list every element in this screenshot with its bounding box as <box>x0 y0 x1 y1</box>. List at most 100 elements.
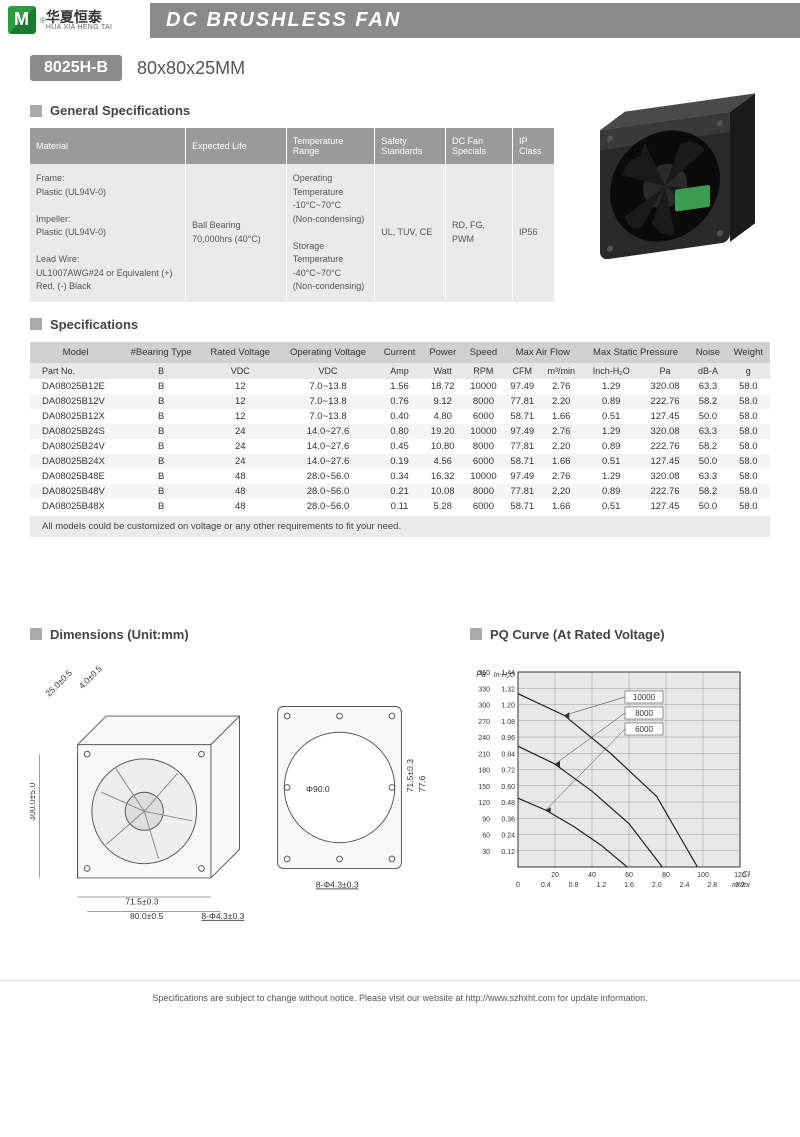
specs-header: Rated Voltage <box>201 342 279 363</box>
svg-text:0.24: 0.24 <box>501 832 515 839</box>
svg-text:2.8: 2.8 <box>707 882 717 889</box>
section-dims: Dimensions (Unit:mm) <box>30 627 430 642</box>
svg-text:25.0±0.5: 25.0±0.5 <box>43 667 74 698</box>
table-row: DA08025B12VB127.0~13.80.769.12800077.812… <box>30 394 770 409</box>
svg-text:Pa: Pa <box>476 670 486 679</box>
specs-header: Noise <box>689 342 726 363</box>
dimensions-diagram: 25.0±0.5 4.0±0.5 300.0±5.0 71.5±0.3 80.0… <box>30 662 430 932</box>
gs-material: Frame: Plastic (UL94V-0) Impeller: Plast… <box>30 164 186 302</box>
gs-header: Temperature Range <box>286 128 375 164</box>
table-row: DA08025B12EB127.0~13.81.5618.721000097.4… <box>30 379 770 394</box>
pq-chart: 3601.443301.323001.202701.082400.962100.… <box>470 662 750 902</box>
svg-text:4.0±0.5: 4.0±0.5 <box>77 663 104 690</box>
svg-text:270: 270 <box>478 718 490 725</box>
svg-text:300.0±5.0: 300.0±5.0 <box>30 782 37 820</box>
footer-note: Specifications are subject to change wit… <box>0 980 800 1015</box>
specs-header: Model <box>30 342 121 363</box>
svg-text:77.6: 77.6 <box>417 775 427 792</box>
specs-unit: RPM <box>463 363 504 379</box>
svg-text:0.12: 0.12 <box>501 848 515 855</box>
product-image <box>570 93 770 283</box>
specs-header: Operating Voltage <box>279 342 376 363</box>
svg-text:60: 60 <box>625 872 633 879</box>
svg-text:1.2: 1.2 <box>596 882 606 889</box>
svg-text:210: 210 <box>478 751 490 758</box>
logo: ® 华夏恒泰 HUA XIA HENG TAI <box>0 6 150 34</box>
logo-text-cn: 华夏恒泰 <box>46 10 112 24</box>
svg-text:71.5±0.3: 71.5±0.3 <box>405 758 415 792</box>
model-size: 80x80x25MM <box>137 58 245 79</box>
specs-unit: VDC <box>201 363 279 379</box>
svg-text:300: 300 <box>478 702 490 709</box>
svg-text:0.8: 0.8 <box>569 882 579 889</box>
table-row: DA08025B12XB127.0~13.80.404.80600058.711… <box>30 409 770 424</box>
svg-text:1.32: 1.32 <box>501 686 515 693</box>
svg-text:6000: 6000 <box>635 725 653 734</box>
table-row: DA08025B48VB4828.0~56.00.2110.08800077.8… <box>30 484 770 499</box>
svg-text:2.0: 2.0 <box>652 882 662 889</box>
svg-text:8000: 8000 <box>635 709 653 718</box>
specs-unit: B <box>121 363 201 379</box>
svg-text:2.4: 2.4 <box>680 882 690 889</box>
specs-unit: Part No. <box>30 363 121 379</box>
gs-header: Safety Standards <box>375 128 446 164</box>
logo-mark-icon <box>8 6 36 34</box>
svg-text:0.4: 0.4 <box>541 882 551 889</box>
svg-text:60: 60 <box>482 832 490 839</box>
svg-text:240: 240 <box>478 735 490 742</box>
svg-text:100: 100 <box>697 872 709 879</box>
specs-note: All models could be customized on voltag… <box>30 516 770 537</box>
svg-text:40: 40 <box>588 872 596 879</box>
svg-text:330: 330 <box>478 686 490 693</box>
specs-header: #Bearing Type <box>121 342 201 363</box>
specs-header: Power <box>423 342 463 363</box>
gs-ip: IP56 <box>512 164 554 302</box>
gs-expected: Ball Bearing 70,000hrs (40°C) <box>186 164 287 302</box>
page-title: DC BRUSHLESS FAN <box>150 3 800 38</box>
svg-text:90: 90 <box>482 816 490 823</box>
table-row: DA08025B24VB2414.0~27.60.4510.80800077.8… <box>30 439 770 454</box>
page-header: ® 华夏恒泰 HUA XIA HENG TAI DC BRUSHLESS FAN <box>0 0 800 40</box>
svg-text:0.84: 0.84 <box>501 751 515 758</box>
svg-text:0: 0 <box>516 882 520 889</box>
logo-text-en: HUA XIA HENG TAI <box>46 24 112 31</box>
specs-header: Speed <box>463 342 504 363</box>
table-row: DA08025B48EB4828.0~56.00.3416.321000097.… <box>30 469 770 484</box>
specs-table: Model#Bearing TypeRated VoltageOperating… <box>30 342 770 514</box>
svg-text:80: 80 <box>662 872 670 879</box>
specs-unit: g <box>727 363 770 379</box>
svg-text:8-Φ4.3±0.3: 8-Φ4.3±0.3 <box>201 910 244 920</box>
svg-text:0.48: 0.48 <box>501 800 515 807</box>
svg-text:20: 20 <box>551 872 559 879</box>
specs-unit: CFM <box>504 363 541 379</box>
svg-text:Φ90.0: Φ90.0 <box>306 784 330 794</box>
general-specs-table: MaterialExpected LifeTemperature RangeSa… <box>30 128 555 302</box>
svg-text:150: 150 <box>478 783 490 790</box>
table-row: DA08025B24SB2414.0~27.60.8019.201000097.… <box>30 424 770 439</box>
specs-header: Max Static Pressure <box>582 342 690 363</box>
specs-unit: VDC <box>279 363 376 379</box>
svg-text:In-H₂O: In-H₂O <box>494 672 516 679</box>
specs-header: Current <box>377 342 423 363</box>
specs-header: Weight <box>727 342 770 363</box>
svg-text:180: 180 <box>478 767 490 774</box>
table-row: DA08025B48XB4828.0~56.00.115.28600058.71… <box>30 499 770 514</box>
svg-text:30: 30 <box>482 848 490 855</box>
svg-text:10000: 10000 <box>633 693 656 702</box>
svg-text:m³/min: m³/min <box>732 882 750 889</box>
svg-text:80.0±0.5: 80.0±0.5 <box>130 910 164 920</box>
gs-header: Expected Life <box>186 128 287 164</box>
specs-unit: dB-A <box>689 363 726 379</box>
svg-text:8-Φ4.3±0.3: 8-Φ4.3±0.3 <box>316 879 359 889</box>
svg-text:0.96: 0.96 <box>501 735 515 742</box>
gs-temp: Operating Temperature -10°C~70°C (Non-co… <box>286 164 375 302</box>
svg-text:120: 120 <box>478 800 490 807</box>
section-specs: Specifications <box>30 317 770 332</box>
svg-text:CFM: CFM <box>742 870 750 879</box>
svg-text:0.72: 0.72 <box>501 767 515 774</box>
gs-safety: UL, TUV, CE <box>375 164 446 302</box>
gs-header: IP Class <box>512 128 554 164</box>
svg-text:0.60: 0.60 <box>501 783 515 790</box>
specs-unit: m³/min <box>541 363 582 379</box>
section-general: General Specifications <box>30 103 555 118</box>
